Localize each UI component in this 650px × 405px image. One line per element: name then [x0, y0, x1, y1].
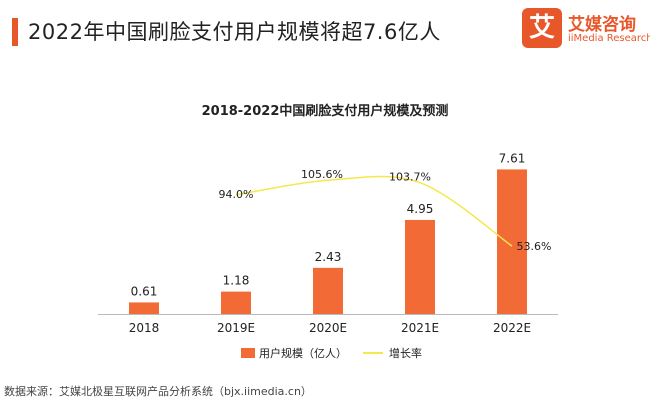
- bar-2022E: [497, 169, 527, 314]
- growth-rate-label: 105.6%: [301, 168, 343, 181]
- logo-name: 艾媒咨询: [568, 15, 636, 35]
- legend-label-bar: 用户规模（亿人）: [259, 346, 347, 360]
- x-tick-label: 2020E: [309, 321, 347, 335]
- chart-title: 2018-2022中国刷脸支付用户规模及预测: [201, 104, 449, 119]
- data-source: 数据来源：艾媒北极星互联网产品分析系统（bjx.iimedia.cn）: [4, 385, 312, 398]
- growth-rate-line: [235, 175, 513, 247]
- bar-2020E: [313, 267, 343, 314]
- legend-swatch-bar: [241, 348, 255, 358]
- iimedia-logo: 艾 艾媒咨询 iiMedia Research: [522, 8, 650, 52]
- bar-value-label: 0.61: [131, 284, 158, 298]
- chart-container: 0.61 2018 1.18 2019E 2.43 2020E 4.95 2021E 7.61 2…: [0, 100, 650, 380]
- logo-mark: 艾: [522, 8, 562, 48]
- legend-label-line: 增长率: [389, 346, 422, 360]
- bar-2019E: [221, 291, 251, 314]
- title-accent-bar: [12, 18, 18, 46]
- bar-value-label: 2.43: [315, 250, 342, 264]
- growth-rate-label: 94.0%: [219, 188, 254, 201]
- logo-english: iiMedia Research: [568, 33, 650, 44]
- bar-value-label: 7.61: [499, 151, 526, 165]
- x-tick-label: 2022E: [493, 321, 531, 335]
- growth-rate-label: 53.6%: [517, 240, 552, 253]
- x-tick-label: 2021E: [401, 321, 439, 335]
- bar-value-label: 4.95: [407, 202, 434, 216]
- bar-2018: [129, 302, 159, 314]
- page-title: 2022年中国刷脸支付用户规模将超7.6亿人: [28, 20, 441, 44]
- bar-value-label: 1.18: [223, 274, 250, 288]
- chart-svg: 0.61 2018 1.18 2019E 2.43 2020E 4.95 2021E 7.61 2…: [98, 151, 558, 360]
- x-tick-label: 2018: [129, 321, 160, 335]
- header: 2022年中国刷脸支付用户规模将超7.6亿人 艾 艾媒咨询 iiMedia Re…: [0, 0, 650, 62]
- x-tick-label: 2019E: [217, 321, 255, 335]
- growth-rate-label: 103.7%: [389, 171, 431, 184]
- bar-2021E: [405, 219, 435, 314]
